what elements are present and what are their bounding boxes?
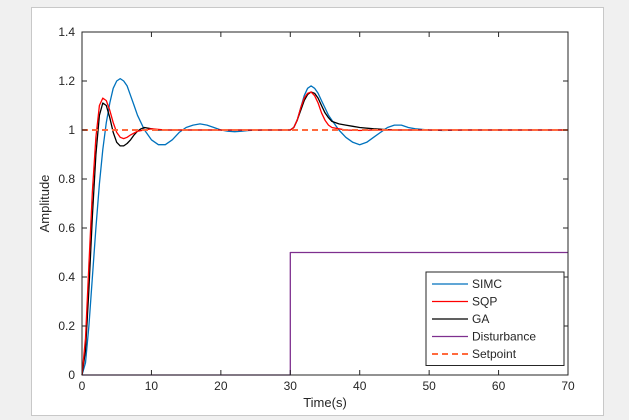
x-tick-label: 60	[492, 379, 506, 393]
y-axis-label: Amplitude	[37, 175, 52, 233]
ticks-layer: 0 10 20 30 40 50 60 70 0 0.2 0.4 0.6 0.8 1 1.2 1.4	[58, 25, 575, 393]
legend-label: Setpoint	[472, 347, 517, 361]
y-tick-label: 0	[68, 368, 75, 382]
legend-label: SIMC	[472, 277, 502, 291]
y-tick-label: 0.2	[58, 319, 75, 333]
y-tick-label: 1.4	[58, 25, 75, 39]
x-tick-label: 0	[79, 379, 86, 393]
x-tick-label: 40	[353, 379, 367, 393]
y-tick-label: 0.6	[58, 221, 75, 235]
y-tick-label: 0.8	[58, 172, 75, 186]
x-tick-label: 50	[422, 379, 436, 393]
y-tick-label: 1	[68, 123, 75, 137]
x-tick-label: 10	[145, 379, 159, 393]
x-axis-label: Time(s)	[303, 395, 347, 410]
x-tick-label: 70	[561, 379, 575, 393]
plot-area	[81, 31, 569, 376]
x-tick-label: 30	[284, 379, 298, 393]
x-tick-label: 20	[214, 379, 228, 393]
y-tick-label: 0.4	[58, 270, 75, 284]
y-tick-label: 1.2	[58, 74, 75, 88]
legend: SIMC SQP GA Disturbance Setpoint	[425, 271, 565, 366]
legend-label: GA	[472, 312, 489, 326]
legend-label: SQP	[472, 295, 497, 309]
legend-label: Disturbance	[472, 330, 536, 344]
